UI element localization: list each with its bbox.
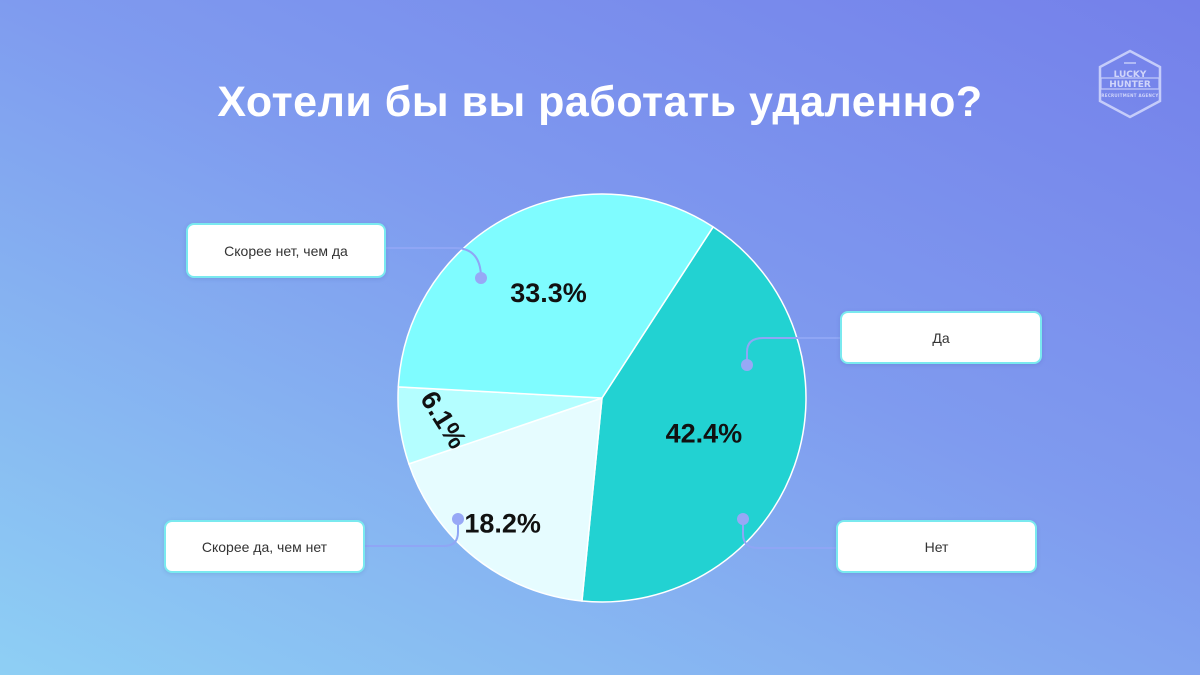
pie-slice: [397, 193, 715, 399]
slice-value-label: 18.2%: [464, 508, 541, 538]
callout-dot: [741, 359, 753, 371]
hexagon-badge-icon: [1098, 49, 1162, 119]
callout-dot: [475, 272, 487, 284]
callout-connector: [746, 337, 840, 365]
slice-value-label: 42.4%: [666, 419, 743, 449]
chart-title: Хотели бы вы работать удаленно?: [217, 78, 983, 126]
callout-dot: [737, 513, 749, 525]
callout-connector: [742, 519, 836, 549]
logo-line-1: LUCKY: [1113, 70, 1147, 80]
pie-slice: [407, 396, 603, 602]
legend-callout-skoree-net: Скорее нет, чем да: [186, 223, 386, 278]
slice-value-label: 33.3%: [510, 278, 587, 308]
legend-callout-net: Нет: [836, 520, 1037, 573]
logo-line-2: HUNTER: [1109, 80, 1151, 90]
callout-connector: [365, 519, 459, 547]
callout-dot: [452, 513, 464, 525]
legend-callout-da: Да: [840, 311, 1042, 364]
logo: LUCKY HUNTER RECRUITMENT AGENCY: [1094, 48, 1166, 120]
pie-slice: [581, 225, 807, 603]
logo-line-3: RECRUITMENT AGENCY: [1101, 93, 1159, 98]
legend-callout-skoree-da: Скорее да, чем нет: [164, 520, 365, 573]
